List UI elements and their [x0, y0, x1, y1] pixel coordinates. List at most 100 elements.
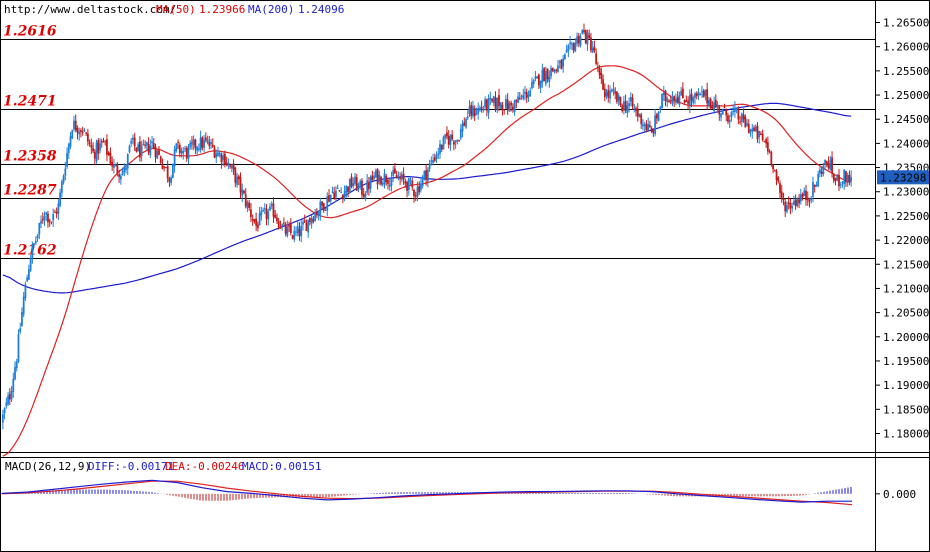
candle-body [352, 183, 355, 187]
candle-body [17, 334, 20, 362]
candle-body [680, 90, 683, 96]
header-url[interactable]: http://www.deltastock.com/ [4, 3, 176, 16]
candle-body [21, 312, 23, 327]
candle-body [695, 93, 698, 97]
candle-body [773, 169, 776, 171]
candle-body [92, 148, 94, 152]
candle-body [145, 141, 148, 146]
candle-body [276, 217, 278, 222]
candle-body [112, 164, 115, 169]
candle-body [5, 402, 8, 407]
candle-body [697, 92, 700, 96]
candle-body [227, 162, 230, 166]
candle-body [55, 211, 58, 214]
candle-body [45, 212, 48, 215]
candle-body [760, 133, 762, 135]
candle-body [29, 257, 32, 271]
candle-body [192, 139, 195, 146]
candle-body [721, 109, 724, 115]
candle-body [142, 143, 145, 145]
candle-body [166, 166, 169, 179]
candle-body [357, 184, 360, 189]
candle-body [149, 145, 152, 156]
candle-body [546, 68, 549, 80]
candle-body [319, 201, 322, 215]
candle-body [511, 106, 514, 110]
level-label: 1.2358 [3, 149, 57, 165]
candles [1, 23, 853, 430]
candle-body [147, 143, 150, 153]
candle-body [746, 122, 748, 126]
candle-body [279, 226, 282, 229]
candle-body [34, 240, 37, 244]
candle-body [749, 129, 752, 131]
candle-body [527, 94, 530, 97]
candle-body [69, 136, 72, 147]
candle-body [295, 231, 297, 233]
candle-body [40, 220, 42, 224]
candle-body [491, 98, 493, 102]
candle-body [364, 194, 367, 200]
candle-body [603, 88, 606, 98]
candle-body [659, 107, 662, 111]
candle-body [189, 142, 192, 147]
candle-body [770, 152, 773, 165]
candle-body [506, 99, 509, 111]
candle-body [765, 139, 768, 144]
candle-body [397, 177, 400, 180]
candle-body [841, 181, 844, 183]
price-tick-label: 1.26500 [883, 17, 929, 30]
price-tick-label: 1.20500 [883, 307, 929, 320]
candle-body [210, 141, 212, 145]
candle-body [796, 198, 799, 206]
candle-body [754, 126, 757, 132]
candle-body [97, 140, 100, 154]
candle-body [558, 61, 561, 63]
candle-body [378, 174, 381, 182]
candle-body [329, 194, 332, 202]
candle-body [459, 129, 462, 139]
candle-body [524, 91, 526, 95]
candle-body [159, 156, 162, 163]
candle-body [373, 175, 375, 179]
candle-body [71, 130, 74, 139]
candle-body [229, 165, 232, 167]
candle-body [366, 180, 369, 193]
candle-body [692, 97, 695, 103]
candle-body [801, 193, 804, 198]
candle-body [763, 141, 766, 143]
candle-body [151, 141, 153, 144]
candle-body [557, 65, 559, 73]
candle-body [218, 152, 221, 156]
candle-body [505, 99, 507, 109]
candle-body [707, 100, 710, 106]
candle-body [714, 99, 717, 108]
candle-body [574, 42, 577, 52]
candle-body [340, 192, 343, 194]
candle-body [154, 146, 157, 158]
candle-body [638, 113, 641, 118]
candle-body [649, 125, 651, 128]
macd-diff: DIFF:-0.00171 [88, 460, 174, 473]
candle-body [355, 177, 358, 191]
candle-body [640, 114, 643, 125]
candle-body [48, 220, 51, 222]
candle-body [66, 152, 68, 167]
candle-body [737, 109, 740, 120]
price-tick-label: 1.26000 [883, 41, 929, 54]
candle-body [494, 97, 497, 109]
candle-body [747, 124, 750, 134]
candle-body [52, 213, 55, 221]
candle-body [414, 195, 417, 197]
candle-body [425, 170, 428, 180]
candle-body [806, 197, 809, 201]
candle-body [591, 47, 594, 53]
candle-body [201, 137, 204, 148]
candle-body [602, 79, 604, 90]
candle-body [180, 150, 183, 154]
candle-body [678, 95, 681, 105]
candle-body [194, 139, 197, 149]
macd-panel: 0.000 [1, 479, 916, 506]
candle-body [503, 109, 506, 111]
